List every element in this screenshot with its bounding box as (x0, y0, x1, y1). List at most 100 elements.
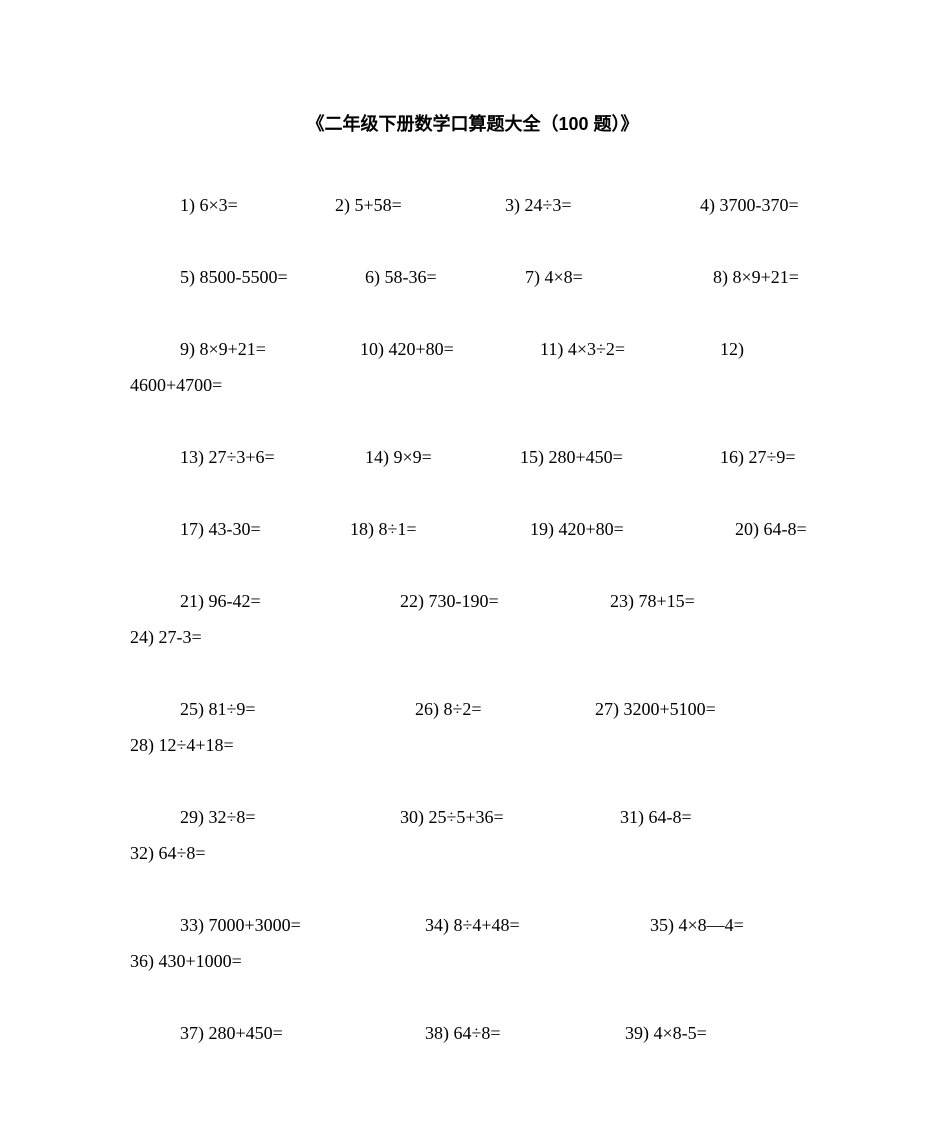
question-number: 29) (180, 807, 204, 827)
question-item: 37) 280+450= (180, 1023, 283, 1044)
question-item: 38) 64÷8= (425, 1023, 501, 1044)
page-title: 《二年级下册数学口算题大全（100 题）》 (0, 110, 945, 136)
question-number: 19) (530, 519, 554, 539)
question-expression: 64÷8= (159, 843, 206, 863)
question-expression: 9×9= (394, 447, 432, 467)
question-item: 18) 8÷1= (350, 519, 417, 540)
question-number: 27) (595, 699, 619, 719)
question-number: 33) (180, 915, 204, 935)
question-expression: 81÷9= (209, 699, 256, 719)
question-expression: 64÷8= (454, 1023, 501, 1043)
question-number: 15) (520, 447, 544, 467)
question-expression: 8500-5500= (200, 267, 288, 287)
question-number: 7) (525, 267, 540, 287)
question-number: 5) (180, 267, 195, 287)
question-item: 12) (720, 339, 744, 360)
question-expression: 4×8—4= (679, 915, 744, 935)
question-number: 2) (335, 195, 350, 215)
question-item: 39) 4×8-5= (625, 1023, 707, 1044)
question-expression: 280+450= (209, 1023, 283, 1043)
question-item: 10) 420+80= (360, 339, 454, 360)
question-expression: 420+80= (389, 339, 454, 359)
question-item: 13) 27÷3+6= (180, 447, 275, 468)
question-number: 9) (180, 339, 195, 359)
question-item: 28) 12÷4+18= (130, 735, 234, 756)
question-expression: 43-30= (209, 519, 261, 539)
question-expression: 4×8= (545, 267, 583, 287)
question-expression: 8×9+21= (200, 339, 266, 359)
worksheet-page: 《二年级下册数学口算题大全（100 题）》 1) 6×3=2) 5+58=3) … (0, 0, 945, 1123)
question-expression: 32÷8= (209, 807, 256, 827)
question-number: 20) (735, 519, 759, 539)
question-number: 28) (130, 735, 154, 755)
question-number: 18) (350, 519, 374, 539)
question-item: 23) 78+15= (610, 591, 695, 612)
question-expression: 78+15= (639, 591, 695, 611)
question-number: 37) (180, 1023, 204, 1043)
question-item: 29) 32÷8= (180, 807, 256, 828)
question-expression: 5+58= (355, 195, 402, 215)
question-expression: 58-36= (385, 267, 437, 287)
question-item: 6) 58-36= (365, 267, 437, 288)
question-expression: 8×9+21= (733, 267, 799, 287)
question-number: 17) (180, 519, 204, 539)
question-item: 11) 4×3÷2= (540, 339, 625, 360)
question-expression: 27÷9= (749, 447, 796, 467)
question-number: 36) (130, 951, 154, 971)
question-expression: 280+450= (549, 447, 623, 467)
question-expression: 8÷4+48= (454, 915, 520, 935)
question-item: 9) 8×9+21= (180, 339, 266, 360)
question-item: 22) 730-190= (400, 591, 499, 612)
question-number: 12) (720, 339, 744, 359)
question-number: 34) (425, 915, 449, 935)
question-item: 4600+4700= (130, 375, 222, 396)
question-expression: 12÷4+18= (159, 735, 234, 755)
question-number: 26) (415, 699, 439, 719)
question-item: 27) 3200+5100= (595, 699, 716, 720)
question-number: 32) (130, 843, 154, 863)
question-item: 30) 25÷5+36= (400, 807, 504, 828)
question-number: 14) (365, 447, 389, 467)
question-item: 15) 280+450= (520, 447, 623, 468)
question-number: 21) (180, 591, 204, 611)
question-number: 35) (650, 915, 674, 935)
question-item: 34) 8÷4+48= (425, 915, 520, 936)
question-item: 4) 3700-370= (700, 195, 799, 216)
question-number: 23) (610, 591, 634, 611)
question-number: 38) (425, 1023, 449, 1043)
question-expression: 96-42= (209, 591, 261, 611)
question-number: 10) (360, 339, 384, 359)
question-number: 39) (625, 1023, 649, 1043)
question-item: 2) 5+58= (335, 195, 402, 216)
question-item: 14) 9×9= (365, 447, 432, 468)
question-number: 11) (540, 339, 563, 359)
question-expression: 27÷3+6= (209, 447, 275, 467)
question-expression: 730-190= (429, 591, 499, 611)
question-number: 4) (700, 195, 715, 215)
question-item: 19) 420+80= (530, 519, 624, 540)
question-item: 16) 27÷9= (720, 447, 796, 468)
question-number: 24) (130, 627, 154, 647)
question-expression: 24÷3= (525, 195, 572, 215)
question-item: 8) 8×9+21= (713, 267, 799, 288)
question-expression: 7000+3000= (209, 915, 301, 935)
question-expression: 4600+4700= (130, 375, 222, 395)
question-item: 24) 27-3= (130, 627, 202, 648)
question-item: 32) 64÷8= (130, 843, 206, 864)
question-item: 31) 64-8= (620, 807, 692, 828)
question-item: 25) 81÷9= (180, 699, 256, 720)
question-item: 7) 4×8= (525, 267, 583, 288)
question-number: 13) (180, 447, 204, 467)
question-expression: 64-8= (649, 807, 692, 827)
question-expression: 8÷2= (444, 699, 482, 719)
question-expression: 25÷5+36= (429, 807, 504, 827)
question-expression: 8÷1= (379, 519, 417, 539)
question-item: 17) 43-30= (180, 519, 261, 540)
question-item: 1) 6×3= (180, 195, 238, 216)
question-expression: 430+1000= (159, 951, 242, 971)
question-item: 36) 430+1000= (130, 951, 242, 972)
question-item: 5) 8500-5500= (180, 267, 288, 288)
question-expression: 4×8-5= (654, 1023, 707, 1043)
question-expression: 3200+5100= (624, 699, 716, 719)
question-number: 31) (620, 807, 644, 827)
